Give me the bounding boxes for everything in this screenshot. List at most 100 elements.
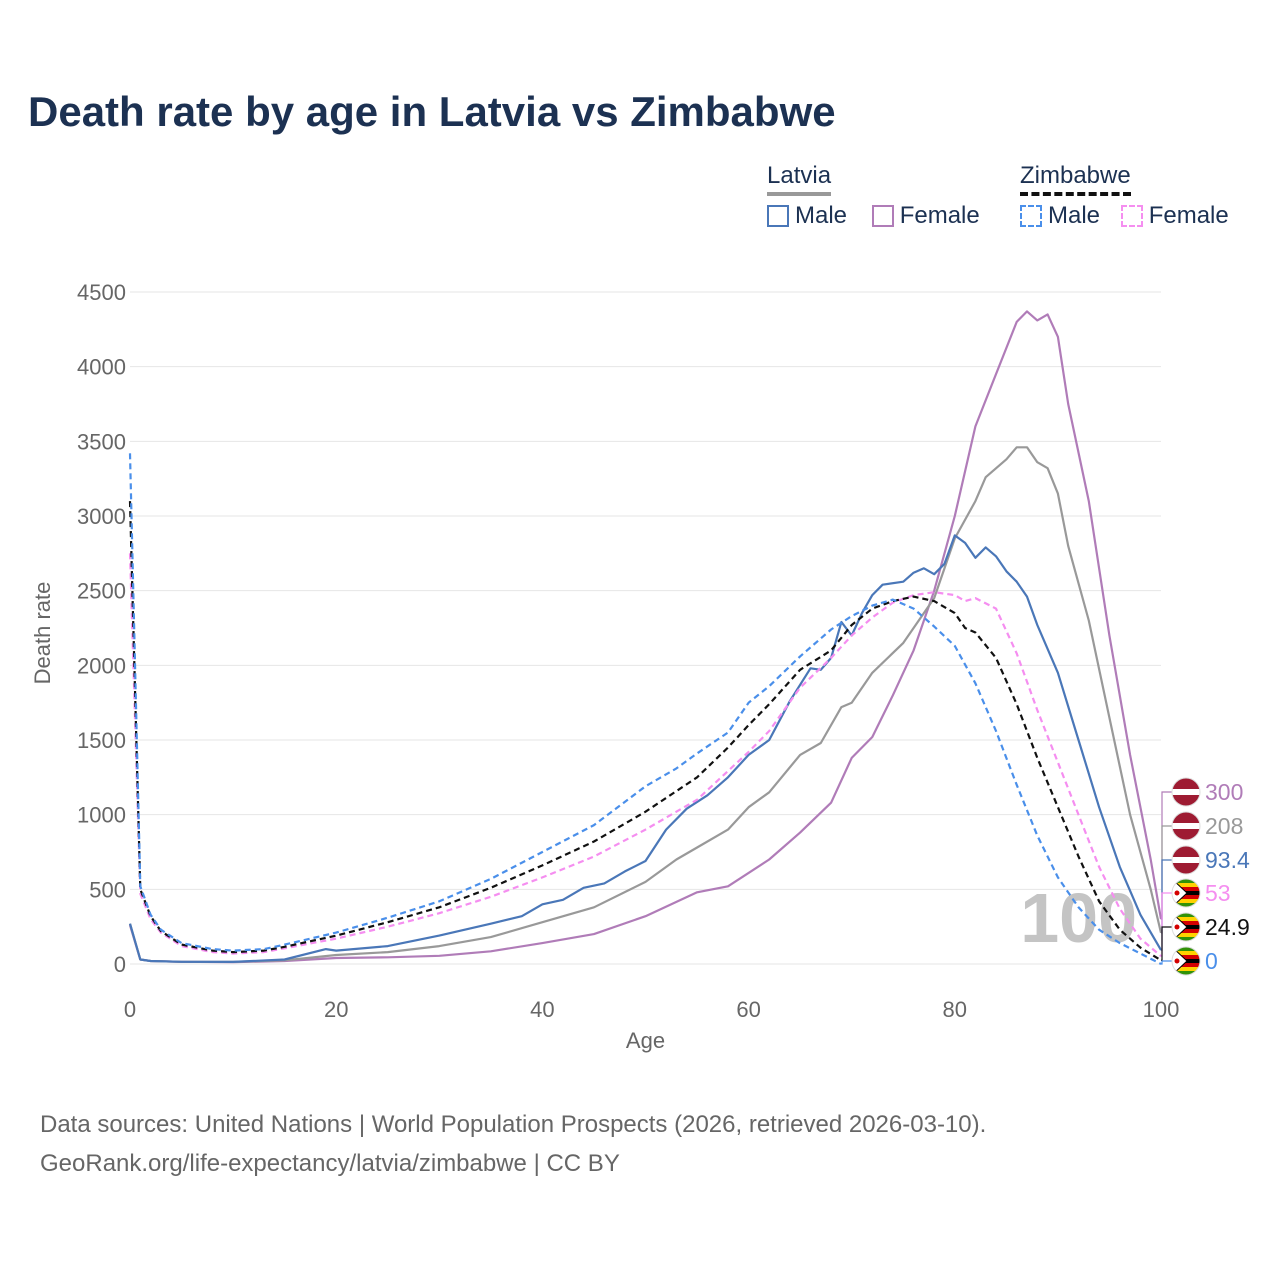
latvia-flag-icon: [1171, 811, 1201, 841]
flag-stripe: [1172, 929, 1200, 934]
x-axis-title: Age: [626, 1028, 665, 1053]
legend-label-latvia-female: Female: [899, 202, 980, 229]
flag-border: [1171, 777, 1201, 807]
y-axis-title: Death rate: [30, 582, 55, 685]
zimbabwe-flag-icon: [1171, 912, 1201, 942]
flag-stripe: [1172, 879, 1200, 884]
flag-border: [1171, 845, 1201, 875]
flag-stripe: [1172, 921, 1200, 926]
series-line-latvia_total: [128, 446, 1163, 963]
source-line-1: Data sources: United Nations | World Pop…: [40, 1111, 987, 1138]
flag-border: [1171, 946, 1201, 976]
flag-fill: [1172, 778, 1200, 806]
end-label-zim_total: 24.9: [1161, 912, 1250, 961]
latvia-flag-icon: [1171, 845, 1201, 875]
flag-stripe: [1172, 951, 1200, 956]
latvia-flag-icon: [1171, 777, 1201, 807]
legend-latvia-male[interactable]: Male: [767, 202, 847, 230]
legend-zimbabwe-male[interactable]: Male: [1020, 202, 1100, 230]
flag-stripe: [1172, 967, 1200, 972]
flag-stripe: [1172, 955, 1200, 960]
flag-stripe: [1172, 917, 1200, 922]
y-tick-label: 4000: [77, 355, 126, 380]
flag-stripe: [1172, 887, 1200, 892]
legend-swatch-latvia-female: [871, 205, 894, 227]
legend-latvia-title: Latvia: [767, 162, 832, 196]
y-tick-label: 1000: [77, 803, 126, 828]
legend-label-latvia-male: Male: [795, 202, 848, 229]
x-tick-label: 80: [943, 997, 967, 1022]
flag-white-stripe: [1172, 823, 1200, 829]
end-label-zim_male: 0: [1161, 946, 1218, 976]
source-line-2[interactable]: GeoRank.org/life-expectancy/latvia/zimba…: [40, 1150, 620, 1177]
y-tick-label: 2500: [77, 579, 126, 604]
flag-white-stripe: [1172, 789, 1200, 795]
end-label-zim_female: 53: [1161, 878, 1231, 957]
y-tick-label: 4500: [77, 280, 126, 305]
series-line-zim_male: [128, 453, 1162, 965]
flag-stripe: [1172, 895, 1200, 900]
flag-fill: [1172, 812, 1200, 840]
end-label-value: 300: [1205, 779, 1243, 805]
end-label-value: 53: [1205, 880, 1231, 906]
flag-white-stripe: [1172, 857, 1200, 863]
legend-zimbabwe-title: Zimbabwe: [1020, 162, 1131, 196]
zimbabwe-flag-icon: [1171, 878, 1201, 908]
end-label-connector: [1161, 960, 1172, 965]
end-label-value: 93.4: [1205, 847, 1250, 873]
y-tick-label: 1500: [77, 728, 126, 753]
x-tick-label: 0: [124, 997, 136, 1022]
flag-star: [1174, 890, 1180, 896]
x-tick-label: 100: [1143, 997, 1180, 1022]
legend-latvia-female[interactable]: Female: [871, 202, 980, 230]
y-tick-label: 500: [89, 877, 126, 902]
chart-title: Death rate by age in Latvia vs Zimbabwe: [28, 88, 836, 135]
series-line-latvia_female: [128, 310, 1163, 964]
legend-label-zimbabwe-female: Female: [1148, 202, 1229, 229]
flag-stripe: [1172, 933, 1200, 938]
flag-stripe: [1172, 947, 1200, 952]
flag-fill: [1172, 947, 1200, 975]
legend-label-zimbabwe-male: Male: [1048, 202, 1101, 229]
end-label-connector: [1161, 892, 1172, 957]
flag-stripe: [1172, 903, 1200, 907]
end-label-connector: [1161, 825, 1172, 934]
end-label-connector: [1161, 791, 1172, 920]
x-tick-label: 20: [324, 997, 348, 1022]
end-label-value: 0: [1205, 948, 1218, 974]
zimbabwe-flag-icon: [1171, 946, 1201, 976]
series-line-zim_total: [128, 501, 1162, 962]
flag-border: [1171, 811, 1201, 841]
flag-star: [1174, 924, 1180, 930]
flag-stripe: [1172, 899, 1200, 904]
flag-border: [1171, 912, 1201, 942]
end-label-latvia_total: 208: [1161, 811, 1243, 934]
flag-stripe: [1172, 883, 1200, 888]
end-label-connector: [1161, 926, 1172, 961]
legend-zimbabwe: Zimbabwe Male Female: [1020, 162, 1229, 234]
end-label-connector: [1161, 859, 1172, 951]
end-label-value: 24.9: [1205, 914, 1250, 940]
x-tick-label: 60: [736, 997, 760, 1022]
flag-star: [1174, 958, 1180, 964]
flag-border: [1171, 878, 1201, 908]
flag-fill: [1172, 846, 1200, 874]
legend-zimbabwe-female[interactable]: Female: [1120, 202, 1229, 230]
flag-stripe: [1172, 913, 1200, 918]
source-note: Data sources: United Nations | World Pop…: [40, 1105, 986, 1183]
y-tick-label: 2000: [77, 653, 126, 678]
flag-fill: [1172, 913, 1200, 941]
x-tick-label: 40: [530, 997, 554, 1022]
series-line-zim_female: [128, 553, 1162, 957]
flag-fill: [1172, 879, 1200, 907]
legend-latvia: Latvia Male Female: [767, 162, 998, 234]
series-line-latvia_male: [128, 534, 1162, 963]
flag-stripe: [1172, 963, 1200, 968]
watermark-year: 100: [1020, 879, 1137, 957]
legend-swatch-zimbabwe-female: [1120, 205, 1143, 227]
end-label-latvia_male: 93.4: [1161, 845, 1250, 951]
flag-stripe: [1172, 971, 1200, 975]
y-tick-label: 3500: [77, 429, 126, 454]
legend-swatch-zimbabwe-male: [1020, 205, 1042, 227]
